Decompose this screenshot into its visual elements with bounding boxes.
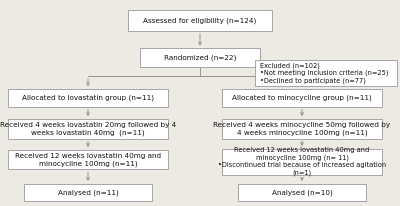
FancyBboxPatch shape bbox=[8, 89, 168, 107]
Text: Received 4 weeks minocycline 50mg followed by
4 weeks minocycline 100mg (n=11): Received 4 weeks minocycline 50mg follow… bbox=[214, 122, 390, 136]
FancyBboxPatch shape bbox=[238, 184, 366, 201]
Text: Allocated to minocycline group (n=11): Allocated to minocycline group (n=11) bbox=[232, 95, 372, 101]
FancyBboxPatch shape bbox=[128, 10, 272, 31]
FancyBboxPatch shape bbox=[255, 60, 397, 86]
FancyBboxPatch shape bbox=[8, 150, 168, 169]
Text: Analysed (n=10): Analysed (n=10) bbox=[272, 189, 332, 196]
Text: Allocated to lovastatin group (n=11): Allocated to lovastatin group (n=11) bbox=[22, 95, 154, 101]
Text: Received 4 weeks lovastatin 20mg followed by 4
weeks lovastatin 40mg  (n=11): Received 4 weeks lovastatin 20mg followe… bbox=[0, 122, 176, 136]
Text: Analysed (n=11): Analysed (n=11) bbox=[58, 189, 118, 196]
FancyBboxPatch shape bbox=[222, 89, 382, 107]
FancyBboxPatch shape bbox=[8, 119, 168, 138]
Text: Randomized (n=22): Randomized (n=22) bbox=[164, 54, 236, 61]
FancyBboxPatch shape bbox=[222, 119, 382, 138]
FancyBboxPatch shape bbox=[24, 184, 152, 201]
FancyBboxPatch shape bbox=[222, 149, 382, 175]
Text: Received 12 weeks lovastatin 40mg and
minocycline 100mg (n=11): Received 12 weeks lovastatin 40mg and mi… bbox=[15, 153, 161, 166]
Text: Assessed for eligibility (n=124): Assessed for eligibility (n=124) bbox=[143, 17, 257, 24]
Text: Excluded (n=102)
•Not meeting inclusion criteria (n=25)
•Declined to participate: Excluded (n=102) •Not meeting inclusion … bbox=[260, 62, 388, 84]
FancyBboxPatch shape bbox=[140, 48, 260, 67]
Text: Received 12 weeks lovastatin 40mg and
minocycline 100mg (n= 11)
•Discontinued tr: Received 12 weeks lovastatin 40mg and mi… bbox=[218, 147, 386, 176]
